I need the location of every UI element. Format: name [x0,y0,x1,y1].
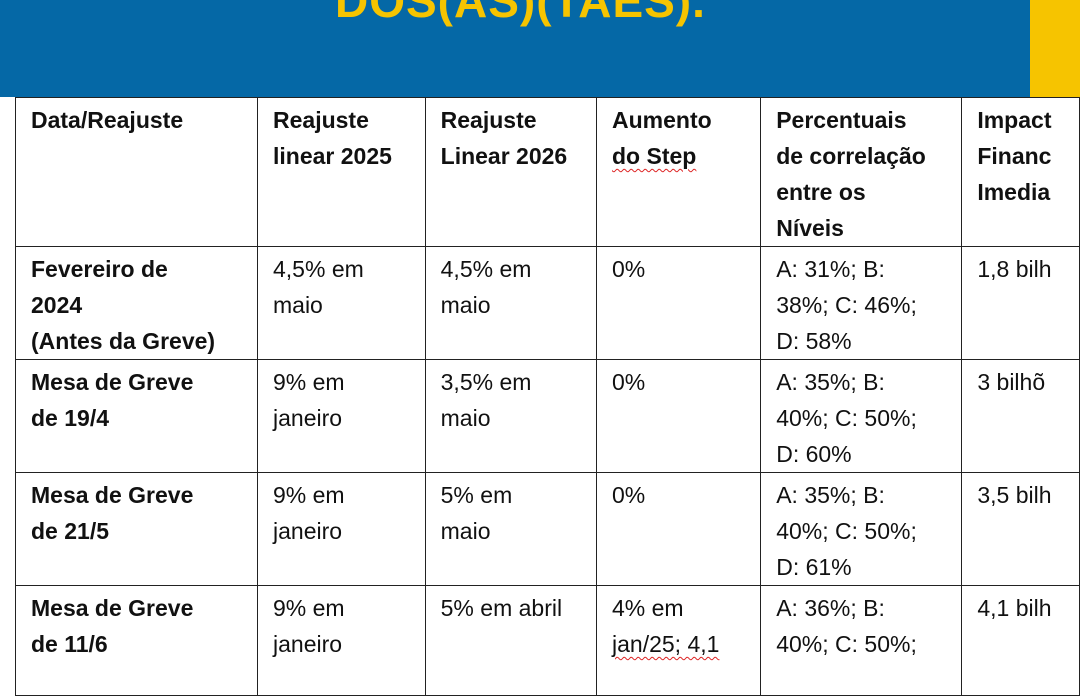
table-cell: 9% em janeiro [257,472,426,586]
cell-line: Percentuais [776,107,907,133]
cell-line: Imedia [977,179,1051,205]
table-cell: A: 35%; B: 40%; C: 50%; D: 61% [760,472,963,586]
cell-line: 9% em [273,369,345,395]
banner-title: DOS(AS)(TAES). [335,0,706,27]
cell-line: 0% [612,482,646,508]
cell-line: 40%; C: 50%; [776,518,917,544]
banner: DOS(AS)(TAES). [0,0,1080,97]
cell-line: 9% em [273,482,345,508]
cell-line: 40%; C: 50%; [776,631,917,657]
cell-line: 9% em [273,595,345,621]
cell-line: 4,5% em [440,256,532,282]
cell-line: 4,1 bilh [977,595,1052,621]
cell-line: D: 60% [776,441,852,467]
cell-line: Níveis [776,215,844,241]
cell-line: linear 2025 [273,143,392,169]
cell-line: maio [440,405,491,431]
cell-line: 1,8 bilh [977,256,1052,282]
table-cell: 3 bilhõ [961,359,1080,473]
cell-line: de 19/4 [31,405,109,431]
cell-line: 4,5% em [273,256,364,282]
table-cell: 3,5 bilh [961,472,1080,586]
table-cell: 4,1 bilh [961,585,1080,696]
cell-line: Reajuste [273,107,369,133]
cell-line: A: 35%; B: [776,482,885,508]
table-cell: A: 35%; B: 40%; C: 50%; D: 60% [760,359,963,473]
cell-line: A: 36%; B: [776,595,885,621]
table-cell: 3,5% em maio [424,359,598,473]
cell-line: D: 61% [776,554,852,580]
cell-line: Reajuste [440,107,537,133]
cell-line: 5% em abril [440,595,563,621]
cell-line: 3,5 bilh [977,482,1052,508]
table-cell: 0% [595,246,762,360]
header-cell: Percentuais de correlação entre os Níveis [760,97,963,247]
cell-line: (Antes da Greve) [31,328,216,354]
table-row: Fevereiro de 2024 (Antes da Greve) 4,5% em m… [15,246,1080,360]
table-cell: 5% em maio [424,472,598,586]
header-cell: Data/Reajuste [15,97,258,247]
table-cell: Mesa de Greve de 11/6 [15,585,258,696]
table-row: Mesa de Greve de 19/4 9% em janeiro 3,5% em m… [15,359,1080,473]
table-cell: 4% em jan/25; 4,1 [595,585,762,696]
table-cell: 4,5% em maio [257,246,426,360]
cell-line: 0% [612,369,646,395]
table-cell: 9% em janeiro [257,359,426,473]
cell-line: A: 35%; B: [776,369,885,395]
cell-line: janeiro [273,631,343,657]
header-row: Data/Reajuste Reajuste linear 2025 Reajuste… [15,97,1080,247]
table-cell: 0% [595,472,762,586]
cell-line: janeiro [273,518,343,544]
header-cell: Impact Financ Imedia [961,97,1080,247]
table-row: Mesa de Greve de 21/5 9% em janeiro 5% em mai… [15,472,1080,586]
cell-line: Linear 2026 [440,143,568,169]
table-cell: 4,5% em maio [424,246,598,360]
cell-line: Mesa de Greve [31,595,194,621]
cell-line: de 21/5 [31,518,109,544]
cell-line: Fevereiro de [31,256,168,282]
table-cell: 0% [595,359,762,473]
header-cell: Reajuste Linear 2026 [424,97,598,247]
table-cell: 5% em abril [424,585,598,696]
accent-block [1030,0,1080,97]
cell-line: jan/25; 4,1 [612,631,720,657]
cell-line: Impact [977,107,1052,133]
table-cell: Mesa de Greve de 21/5 [15,472,258,586]
table-cell: A: 31%; B: 38%; C: 46%; D: 58% [760,246,963,360]
cell-line: Data/Reajuste [31,107,184,133]
cell-line: 2024 [31,292,83,318]
table: Data/Reajuste Reajuste linear 2025 Reajuste… [15,97,1080,696]
cell-line: Mesa de Greve [31,482,194,508]
cell-line: Aumento [612,107,712,133]
table-cell: A: 36%; B: 40%; C: 50%; [760,585,963,696]
table-cell: Mesa de Greve de 19/4 [15,359,258,473]
cell-line: 3 bilhõ [977,369,1046,395]
cell-line: de 11/6 [31,631,108,657]
header-cell: Reajuste linear 2025 [257,97,426,247]
cell-line: 3,5% em [440,369,532,395]
table-cell: 9% em janeiro [257,585,426,696]
table-cell: Fevereiro de 2024 (Antes da Greve) [15,246,258,360]
table-row: Mesa de Greve de 11/6 9% em janeiro 5% em ab… [15,585,1080,696]
cell-line: de correlação [776,143,926,169]
cell-line: janeiro [273,405,343,431]
cell-line: do Step [612,143,697,169]
header-cell: Aumento do Step [595,97,762,247]
cell-line: A: 31%; B: [776,256,885,282]
cell-line: maio [440,292,491,318]
cell-line: maio [273,292,323,318]
cell-line: 5% em [440,482,513,508]
cell-line: entre os [776,179,866,205]
cell-line: maio [440,518,491,544]
cell-line: D: 58% [776,328,852,354]
cell-line: 4% em [612,595,684,621]
table-cell: 1,8 bilh [961,246,1080,360]
cell-line: 0% [612,256,646,282]
cell-line: Financ [977,143,1052,169]
cell-line: 40%; C: 50%; [776,405,917,431]
cell-line: Mesa de Greve [31,369,194,395]
cell-line: 38%; C: 46%; [776,292,917,318]
